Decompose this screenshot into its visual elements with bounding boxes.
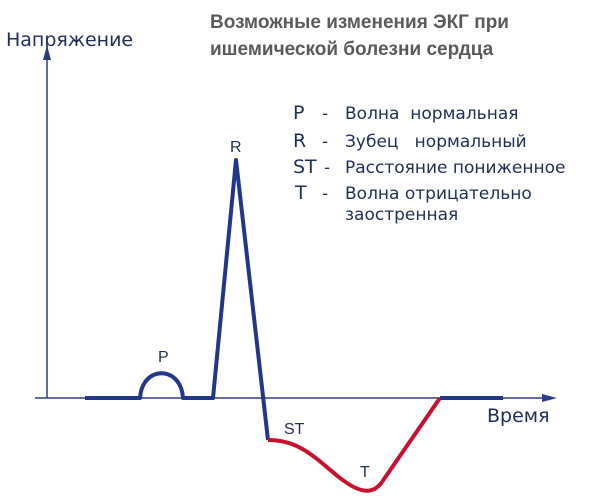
legend-text: Волна нормальная (345, 104, 518, 124)
wave-label: P (158, 349, 169, 366)
wave-label: T (360, 464, 370, 481)
x-axis-label: Время (487, 405, 550, 427)
ecg-trace (85, 158, 270, 441)
legend-symbol: P (293, 102, 304, 124)
x-arrow (542, 394, 557, 402)
ecg-st-t-segment (267, 396, 442, 493)
title-line: ишемической болезни сердца (210, 39, 494, 60)
wave-label: ST (284, 421, 305, 438)
legend-text: Расстояние пониженное (345, 158, 565, 178)
y-arrow (43, 45, 51, 60)
legend-symbol: R (293, 130, 306, 152)
legend-dash: - (322, 104, 328, 124)
y-axis-label: Напряжение (6, 29, 133, 51)
legend-text: заостренная (345, 205, 458, 225)
legend-dash: - (322, 132, 328, 152)
wave-label: R (230, 139, 242, 156)
legend-symbol: ST (293, 156, 317, 178)
legend: P - Волна нормальная R - Зубец нормальны… (293, 102, 565, 225)
legend-text: Волна отрицательно (345, 184, 532, 204)
title-line: Возможные изменения ЭКГ при (210, 12, 509, 33)
legend-text: Зубец нормальный (345, 132, 527, 152)
legend-dash: - (322, 184, 328, 204)
legend-symbol: T (294, 182, 307, 204)
legend-dash: - (324, 158, 330, 178)
